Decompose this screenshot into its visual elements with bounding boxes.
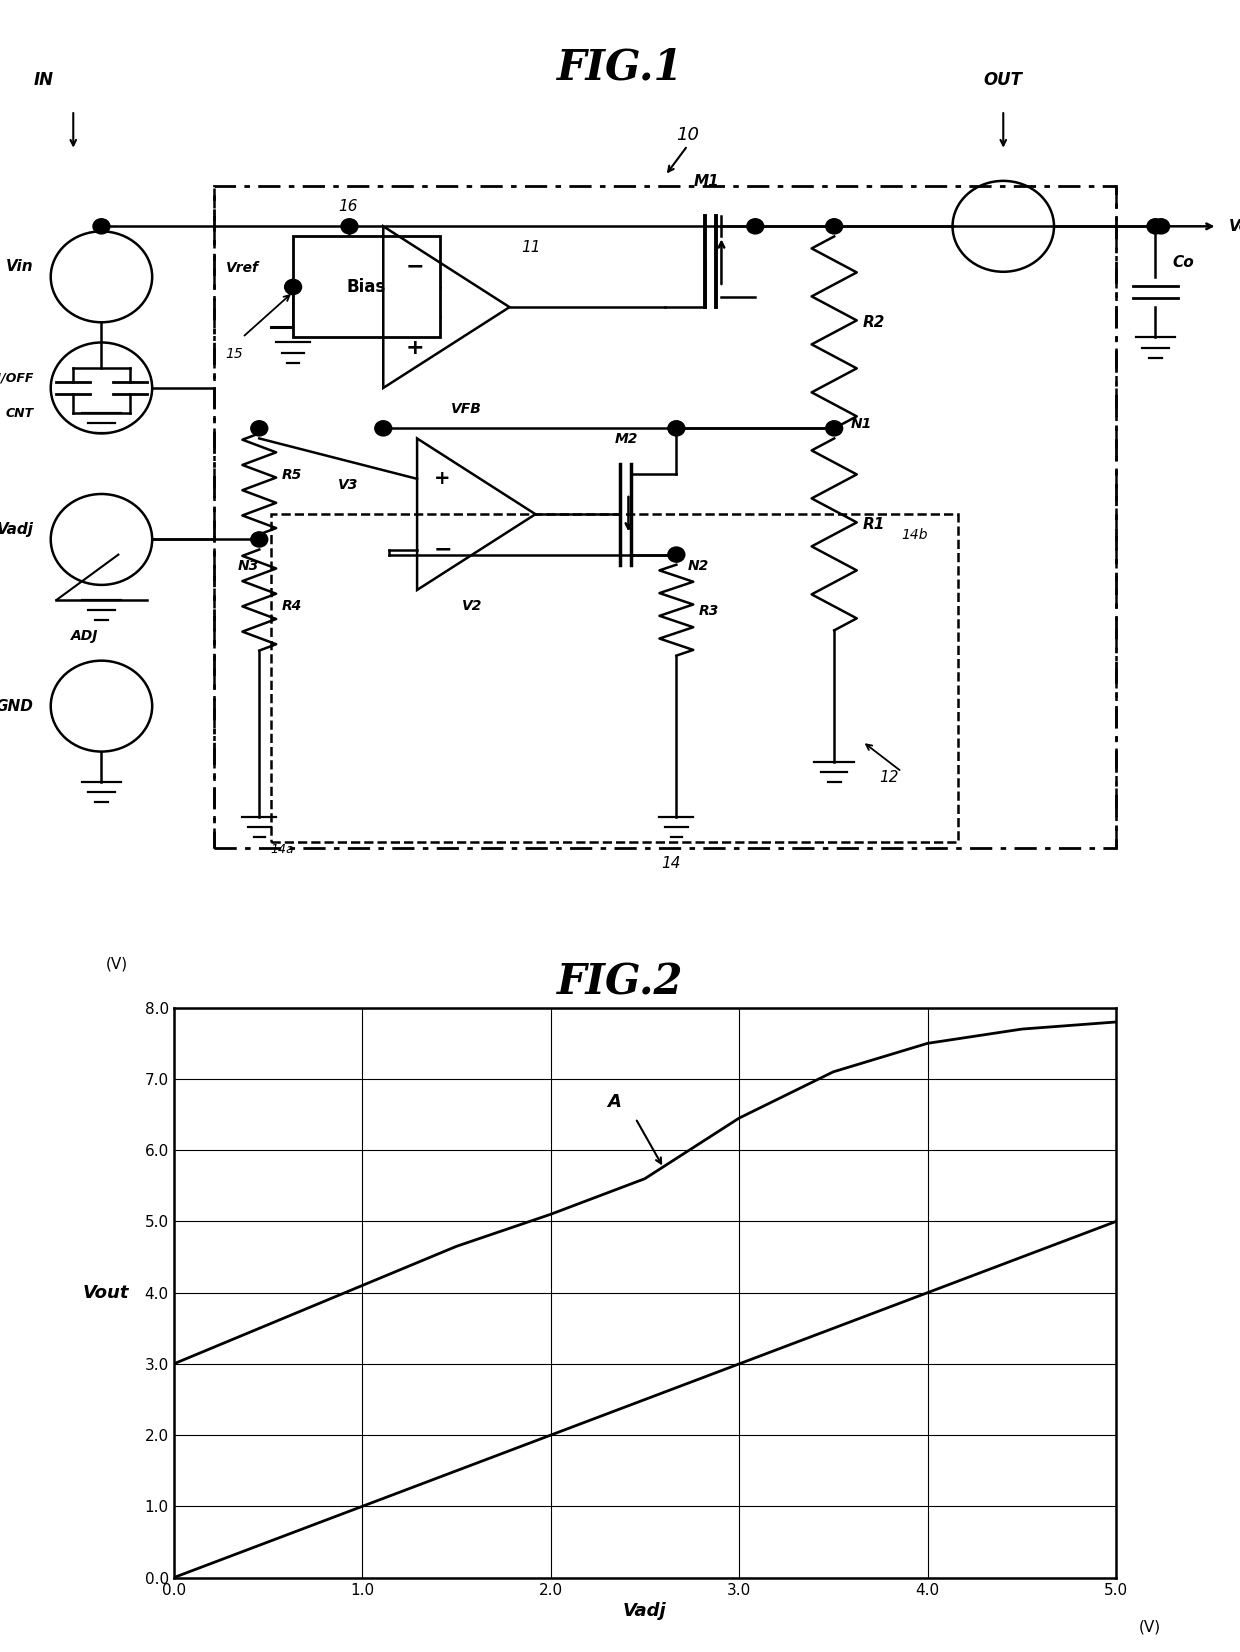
Text: −: − — [405, 256, 424, 278]
Text: 14b: 14b — [901, 529, 929, 542]
Text: 14: 14 — [661, 856, 681, 871]
Text: R5: R5 — [281, 468, 303, 482]
Circle shape — [250, 421, 268, 436]
Text: FIG.1: FIG.1 — [557, 46, 683, 88]
Text: V2: V2 — [463, 600, 482, 613]
Circle shape — [826, 218, 843, 235]
Text: A: A — [608, 1094, 621, 1112]
Circle shape — [668, 421, 684, 436]
Text: (V): (V) — [105, 957, 128, 971]
Circle shape — [826, 421, 843, 436]
Text: R1: R1 — [862, 517, 884, 532]
Circle shape — [285, 279, 301, 294]
Bar — [270, 514, 959, 843]
Circle shape — [746, 218, 764, 235]
Circle shape — [374, 421, 392, 436]
Text: +: + — [434, 469, 450, 489]
Circle shape — [668, 547, 684, 562]
Text: M2: M2 — [614, 433, 637, 446]
Text: GND: GND — [0, 699, 33, 714]
Circle shape — [93, 218, 110, 235]
Text: 15: 15 — [226, 347, 243, 360]
Text: IN: IN — [33, 71, 53, 89]
Bar — [215, 187, 1116, 847]
Bar — [293, 236, 440, 337]
Text: Co: Co — [1172, 254, 1194, 269]
Text: Vref: Vref — [226, 261, 258, 274]
Text: CNT: CNT — [6, 406, 33, 420]
Text: Vadj: Vadj — [0, 522, 33, 537]
Text: FIG.2: FIG.2 — [557, 961, 683, 1003]
Text: (V): (V) — [1138, 1619, 1161, 1634]
Text: 11: 11 — [521, 240, 541, 254]
Text: VFB: VFB — [451, 401, 482, 416]
Text: M1: M1 — [693, 173, 719, 188]
Text: R3: R3 — [699, 605, 719, 618]
Text: V3: V3 — [339, 477, 358, 492]
Text: 14a: 14a — [270, 843, 294, 856]
Text: −: − — [434, 540, 453, 560]
Text: ON/OFF: ON/OFF — [0, 372, 33, 385]
Text: N2: N2 — [688, 558, 709, 573]
Circle shape — [1147, 218, 1164, 235]
X-axis label: Vadj: Vadj — [622, 1602, 667, 1619]
Circle shape — [250, 532, 268, 547]
Text: N3: N3 — [237, 558, 259, 573]
Text: 10: 10 — [676, 127, 699, 144]
Text: R2: R2 — [862, 316, 884, 330]
Text: N1: N1 — [851, 418, 873, 431]
Y-axis label: Vout: Vout — [82, 1284, 129, 1302]
Circle shape — [341, 218, 358, 235]
Text: 12: 12 — [879, 770, 899, 785]
Text: ADJ: ADJ — [71, 629, 98, 644]
Text: Vout: Vout — [1229, 218, 1240, 235]
Text: R4: R4 — [281, 600, 303, 613]
Text: Bias: Bias — [347, 278, 386, 296]
Text: OUT: OUT — [983, 71, 1023, 89]
Text: Vin: Vin — [6, 259, 33, 274]
Text: 16: 16 — [339, 200, 357, 215]
Text: +: + — [405, 337, 424, 357]
Circle shape — [1153, 218, 1169, 235]
